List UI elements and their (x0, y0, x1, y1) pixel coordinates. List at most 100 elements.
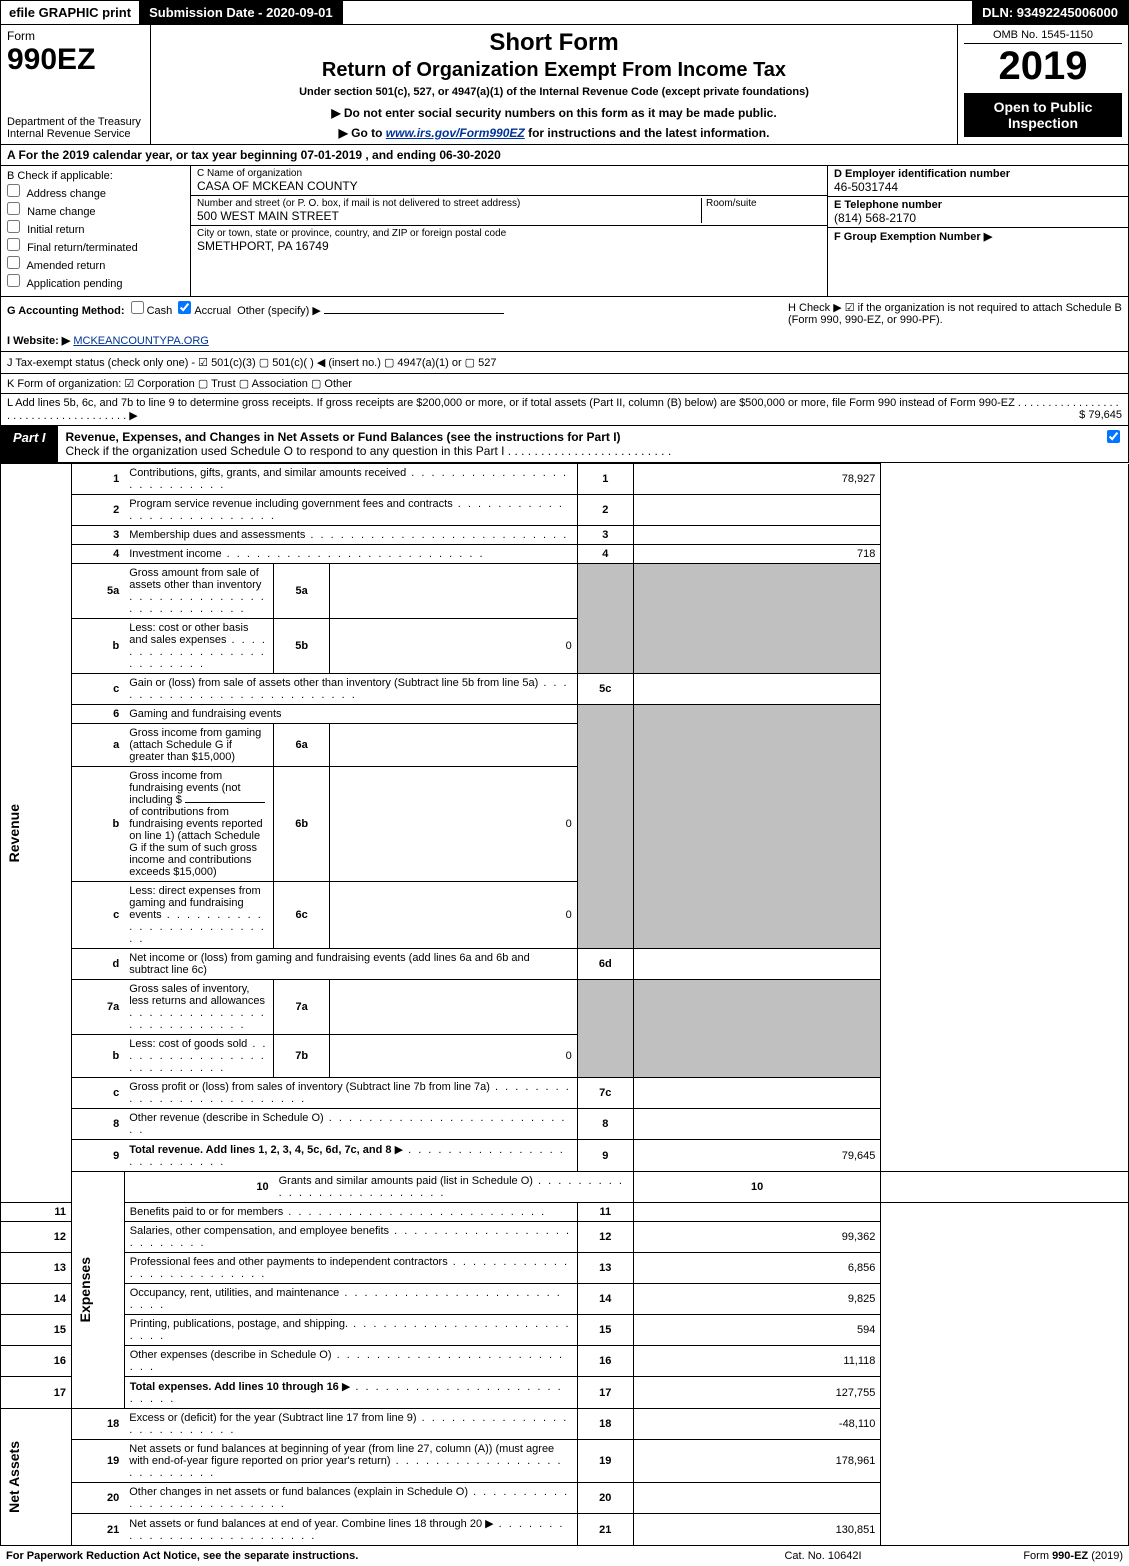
chk-address-change[interactable]: Address change (7, 184, 184, 200)
ln-18: 18 (71, 1409, 124, 1440)
chk-schedule-o[interactable] (1107, 430, 1120, 443)
d-5b: Less: cost or other basis and sales expe… (124, 619, 273, 674)
n-10: 10 (633, 1172, 881, 1203)
v-4: 718 (633, 545, 881, 564)
d-6d: Net income or (loss) from gaming and fun… (124, 949, 577, 980)
phone-value: (814) 568-2170 (834, 211, 1122, 225)
ln-4: 4 (71, 545, 124, 564)
c-addr-label: Number and street (or P. O. box, if mail… (197, 198, 701, 209)
v-1: 78,927 (633, 464, 881, 495)
link-pre: ▶ Go to (339, 126, 386, 140)
efile-label: efile GRAPHIC print (1, 1, 139, 24)
n-2: 2 (577, 495, 633, 526)
g-cash: Cash (147, 305, 173, 317)
omb-number: OMB No. 1545-1150 (964, 29, 1122, 44)
n-21: 21 (577, 1514, 633, 1546)
v-17: 127,755 (633, 1377, 881, 1409)
irs-link[interactable]: www.irs.gov/Form990EZ (386, 126, 525, 140)
n-3: 3 (577, 526, 633, 545)
org-city: SMETHPORT, PA 16749 (197, 239, 821, 253)
ln-16: 16 (1, 1346, 72, 1377)
part-i-check-line: Check if the organization used Schedule … (66, 444, 672, 458)
ln-7a: 7a (71, 980, 124, 1035)
ln-13: 13 (1, 1253, 72, 1284)
ln-5b: b (71, 619, 124, 674)
v-10 (881, 1172, 1129, 1203)
sv-6b: 0 (330, 767, 578, 882)
ln-12: 12 (1, 1222, 72, 1253)
d-8: Other revenue (describe in Schedule O) (124, 1109, 577, 1140)
v-12: 99,362 (633, 1222, 881, 1253)
form-ref: Form 990-EZ (2019) (923, 1550, 1123, 1562)
e-phone-label: E Telephone number (834, 199, 1122, 211)
sn-5b: 5b (274, 619, 330, 674)
ln-9: 9 (71, 1140, 124, 1172)
ln-11: 11 (1, 1203, 72, 1222)
ln-6b: b (71, 767, 124, 882)
paperwork-notice: For Paperwork Reduction Act Notice, see … (6, 1550, 723, 1562)
chk-accrual[interactable] (178, 301, 191, 314)
sv-7b: 0 (330, 1035, 578, 1078)
v-16: 11,118 (633, 1346, 881, 1377)
v-6d (633, 949, 881, 980)
ln-6c: c (71, 882, 124, 949)
v-13: 6,856 (633, 1253, 881, 1284)
irs-label: Internal Revenue Service (7, 128, 131, 140)
dln: DLN: 93492245006000 (972, 1, 1128, 24)
b-label: B Check if applicable: (7, 170, 184, 182)
chk-application-pending[interactable]: Application pending (7, 274, 184, 290)
top-bar: efile GRAPHIC print Submission Date - 20… (0, 0, 1129, 25)
chk-cash[interactable] (131, 301, 144, 314)
n-17: 17 (577, 1377, 633, 1409)
d-5a: Gross amount from sale of assets other t… (124, 564, 273, 619)
d-7b: Less: cost of goods sold (124, 1035, 273, 1078)
title-short-form: Short Form (159, 29, 949, 57)
link-post: for instructions and the latest informat… (525, 126, 770, 140)
website-link[interactable]: MCKEANCOUNTYPA.ORG (73, 335, 208, 347)
v-9: 79,645 (633, 1140, 881, 1172)
d-15: Printing, publications, postage, and shi… (124, 1315, 577, 1346)
chk-amended-return[interactable]: Amended return (7, 256, 184, 272)
d-7c: Gross profit or (loss) from sales of inv… (124, 1078, 577, 1109)
n-19: 19 (577, 1440, 633, 1483)
c-name-label: C Name of organization (197, 168, 821, 179)
ln-2: 2 (71, 495, 124, 526)
d-20: Other changes in net assets or fund bala… (124, 1483, 577, 1514)
d-19: Net assets or fund balances at beginning… (124, 1440, 577, 1483)
g-accrual: Accrual (194, 305, 231, 317)
ln-17: 17 (1, 1377, 72, 1409)
l-amount: $ 79,645 (1079, 409, 1122, 421)
d-2: Program service revenue including govern… (124, 495, 577, 526)
d-10: Grants and similar amounts paid (list in… (274, 1172, 634, 1203)
k-form-org: K Form of organization: ☑ Corporation ▢ … (0, 374, 1129, 394)
part-i-table: Revenue 1 Contributions, gifts, grants, … (0, 463, 1129, 1546)
d-1: Contributions, gifts, grants, and simila… (124, 464, 577, 495)
form-word: Form (7, 29, 144, 43)
chk-final-return[interactable]: Final return/terminated (7, 238, 184, 254)
title-return: Return of Organization Exempt From Incom… (159, 59, 949, 82)
ln-8: 8 (71, 1109, 124, 1140)
n-1: 1 (577, 464, 633, 495)
ln-6a: a (71, 724, 124, 767)
d-7a: Gross sales of inventory, less returns a… (124, 980, 273, 1035)
sn-7b: 7b (274, 1035, 330, 1078)
ln-14: 14 (1, 1284, 72, 1315)
section-expenses: Expenses (77, 1257, 93, 1322)
room-suite-label: Room/suite (701, 198, 821, 223)
chk-initial-return[interactable]: Initial return (7, 220, 184, 236)
chk-name-change[interactable]: Name change (7, 202, 184, 218)
ln-20: 20 (71, 1483, 124, 1514)
row-a-tax-year: A For the 2019 calendar year, or tax yea… (0, 145, 1129, 166)
part-i-header: Part I Revenue, Expenses, and Changes in… (0, 426, 1129, 463)
section-revenue: Revenue (6, 804, 22, 862)
l-gross-receipts: L Add lines 5b, 6c, and 7b to line 9 to … (0, 394, 1129, 426)
col-b-checkboxes: B Check if applicable: Address change Na… (1, 166, 191, 296)
cat-no: Cat. No. 10642I (723, 1550, 923, 1562)
sv-6a (330, 724, 578, 767)
n-13: 13 (577, 1253, 633, 1284)
d-6c: Less: direct expenses from gaming and fu… (124, 882, 273, 949)
page-footer: For Paperwork Reduction Act Notice, see … (0, 1546, 1129, 1566)
sn-5a: 5a (274, 564, 330, 619)
d-3: Membership dues and assessments (124, 526, 577, 545)
org-info-block: B Check if applicable: Address change Na… (0, 166, 1129, 297)
